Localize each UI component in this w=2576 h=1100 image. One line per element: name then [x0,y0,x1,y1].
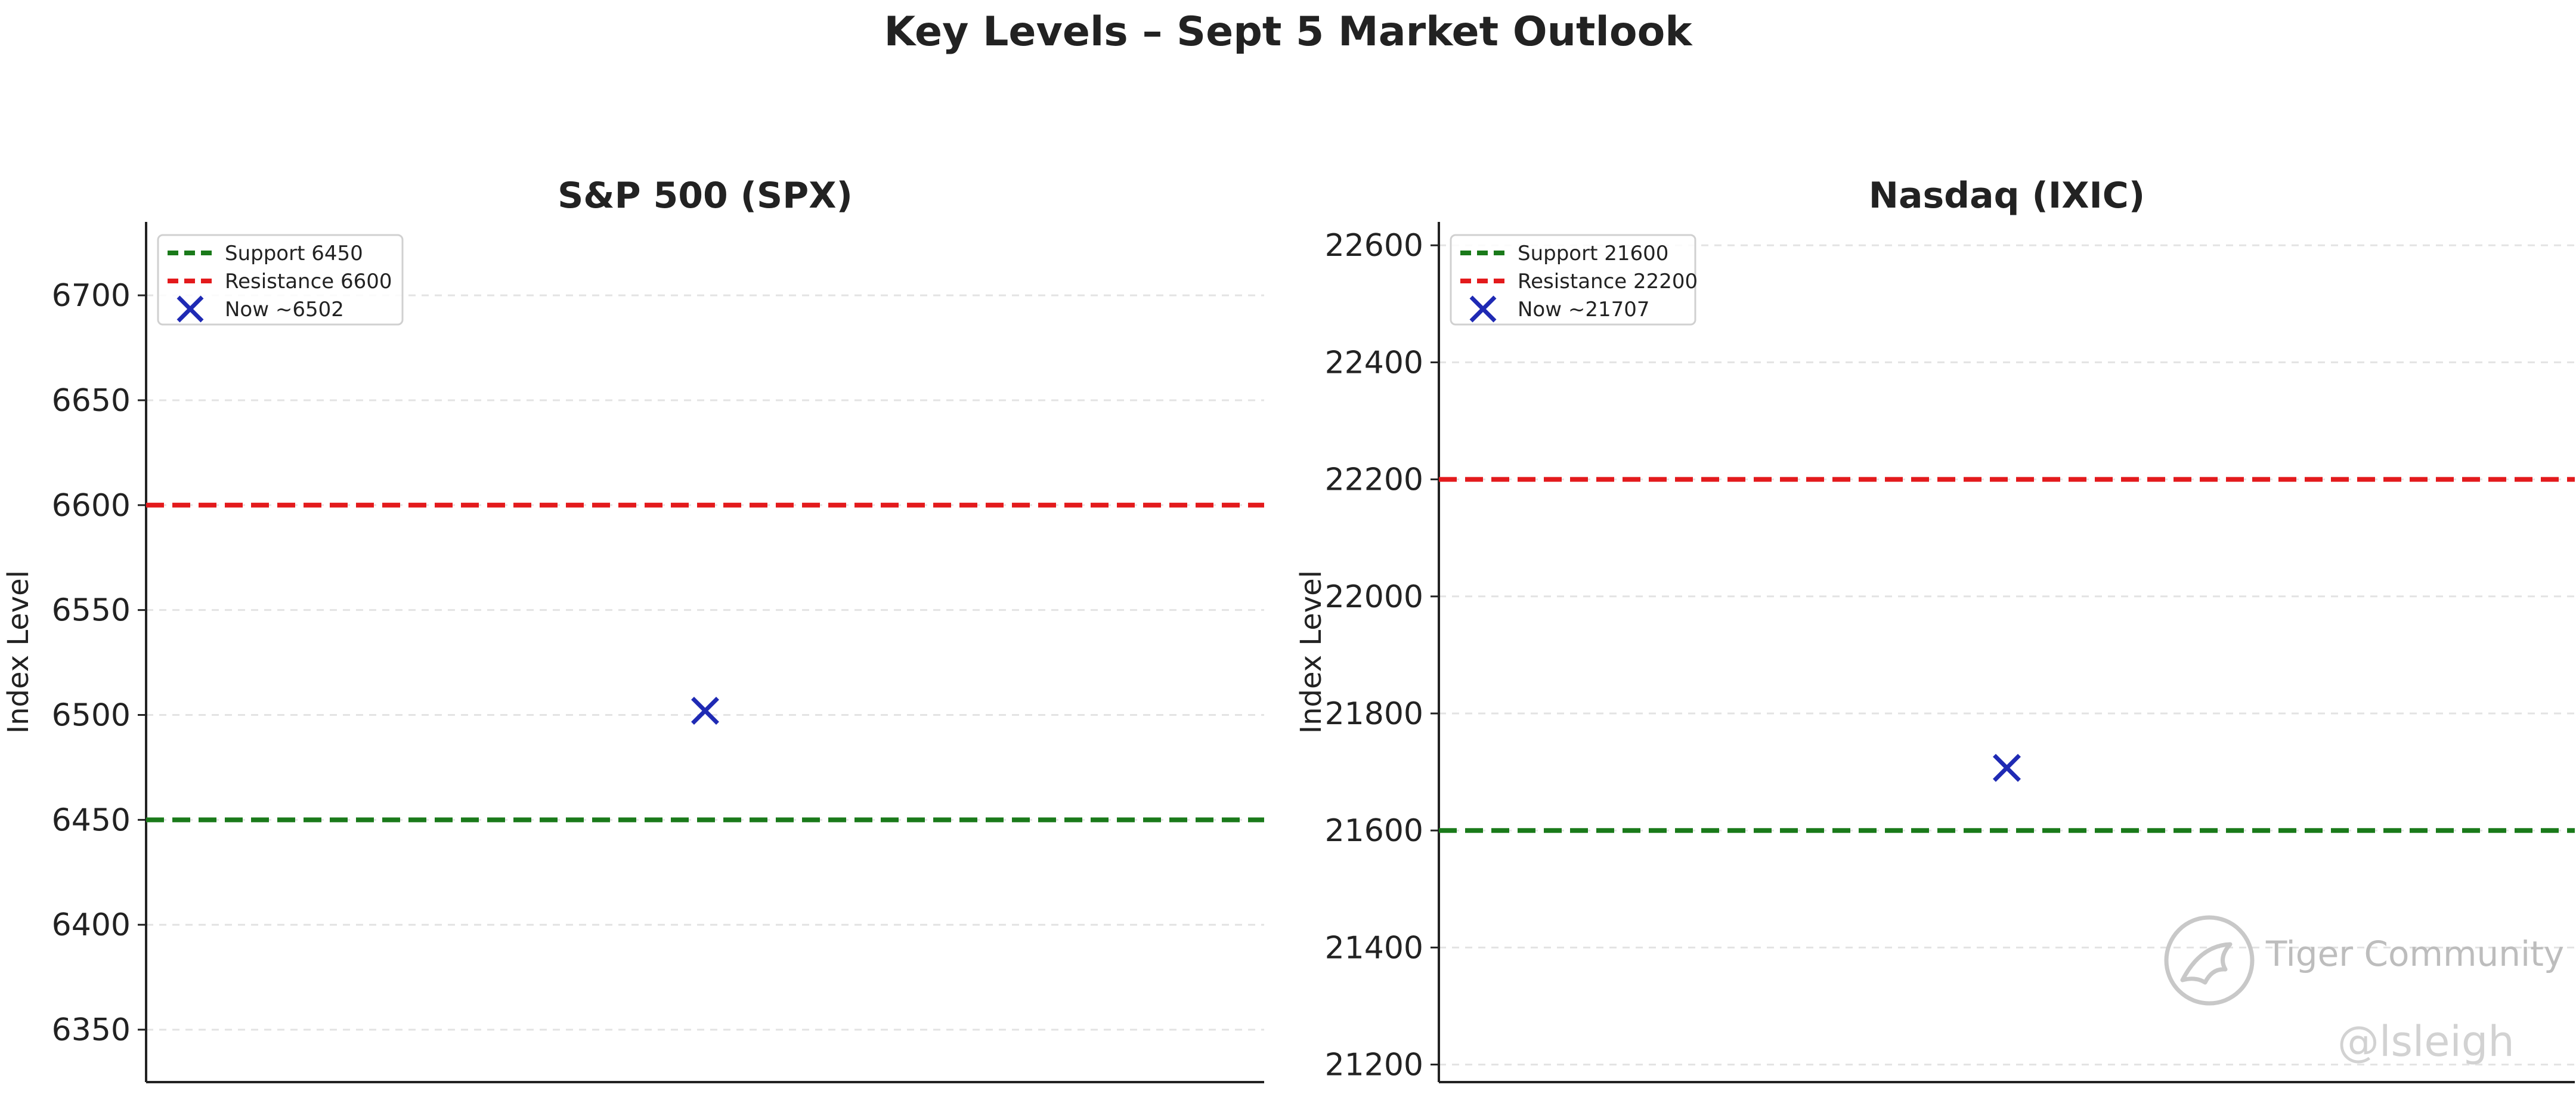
ixic-ytick-label: 21600 [1325,813,1423,849]
spx-legend-label: Now ~6502 [225,298,344,322]
spx-ytick-label: 6450 [52,802,131,838]
ixic-ytick-label: 21800 [1325,696,1423,732]
ixic-ytick-label: 21400 [1325,930,1423,966]
spx-legend-swatch [177,295,204,323]
ixic-now-marker [1993,753,2021,782]
figure-title: Key Levels – Sept 5 Market Outlook [884,8,1692,55]
watermark: Tiger Community @lsleigh [2159,910,2564,1089]
ixic-ylabel: Index Level [1295,570,1328,734]
spx-legend-label: Support 6450 [225,242,363,265]
spx-legend-label: Resistance 6600 [225,270,392,293]
spx-ytick-label: 6500 [52,698,131,734]
ixic-legend-label: Support 21600 [1518,242,1668,265]
ixic-title: Nasdaq (IXIC) [1869,175,2145,217]
ixic-ytick-label: 22400 [1325,345,1423,381]
spx-title: S&P 500 (SPX) [558,175,853,217]
spx-ytick-label: 6700 [52,278,131,314]
spx-now-marker [691,697,719,725]
spx-ylabel: Index Level [2,570,35,734]
ixic-legend-swatch [1469,295,1497,323]
spx-legend [157,234,404,326]
spx-ytick-label: 6350 [52,1012,131,1048]
tiger-community-logo-icon [2164,915,2255,1006]
watermark-text: Tiger Community [2266,934,2565,974]
ixic-legend [1450,234,1696,326]
spx-ytick-label: 6400 [52,907,131,943]
spx-ytick-label: 6550 [52,593,131,629]
spx-ytick-label: 6650 [52,383,131,419]
ixic-ytick-label: 21200 [1325,1048,1423,1083]
ixic-ytick-label: 22200 [1325,462,1423,498]
ixic-legend-label: Resistance 22200 [1518,270,1698,293]
watermark-handle: @lsleigh [2337,1017,2515,1066]
ixic-ytick-label: 22600 [1325,228,1423,264]
ixic-ytick-label: 22000 [1325,579,1423,615]
ixic-legend-label: Now ~21707 [1518,298,1650,322]
spx-ytick-label: 6600 [52,488,131,524]
